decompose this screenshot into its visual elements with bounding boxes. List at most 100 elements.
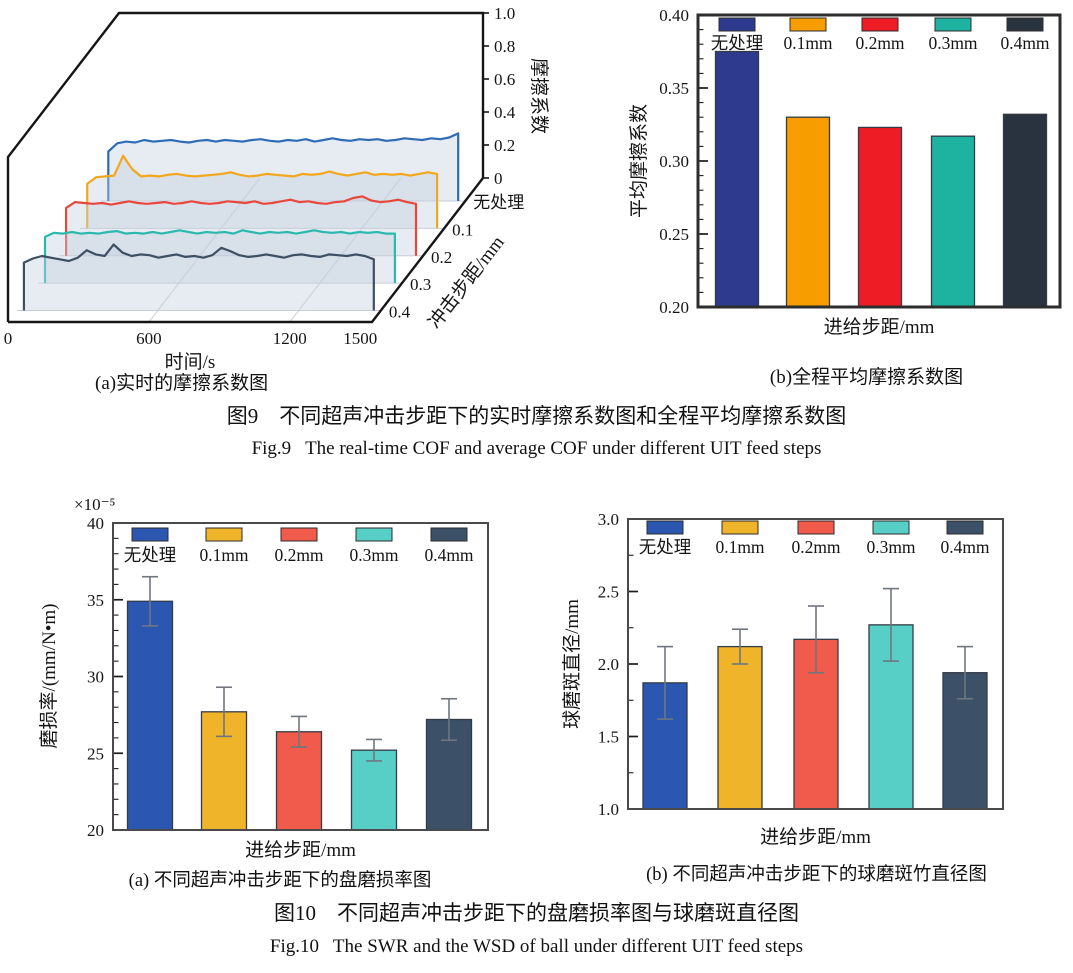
axes-box-outline <box>6 11 485 324</box>
series-line-无处理 <box>107 132 460 202</box>
y-tick-label: 0.40 <box>659 6 689 25</box>
wear-scar-diameter-bar-panel: 1.0 1.5 2.0 2.5 3.0 无处理 0.1mm 0.2mm 0.3mm 0.4mm 球磨… <box>560 490 1073 868</box>
realtime-cof-waterfall-panel: 无处理 0.1 0.2 0.3 0.4 0 0.2 0.4 0.6 0.8 1.0 0 600 1200 1… <box>0 0 660 400</box>
bar-无处理 <box>714 50 760 308</box>
y-tick-label: 35 <box>87 591 104 610</box>
y-tick-label: 0.35 <box>659 79 689 98</box>
depth-axis-title: 冲击步距/mm <box>424 232 509 333</box>
axis-scale-label: ×10⁻⁵ <box>74 495 116 514</box>
wear-rate-bar-panel: 20 25 30 35 40 无处理 0.1mm 0.2mm 0.3mm 0.4mm 磨损率/(mm… <box>30 490 530 868</box>
x-axis-title: 进给步距/mm <box>245 839 356 861</box>
legend-chip-0.4mm <box>1006 17 1044 32</box>
depth-tick-label: 0.3 <box>410 275 431 294</box>
bar-0.3mm <box>930 135 976 308</box>
panel-a-fig10-caption: (a) 不同超声冲击步距下的盘磨损率图 <box>128 871 432 891</box>
legend-label: 0.4mm <box>424 545 473 565</box>
legend-chip-无处理 <box>718 17 756 32</box>
legend-chip-0.1mm <box>721 520 759 535</box>
z-tick-label: 0.6 <box>494 70 515 89</box>
average-cof-bar-panel: 0.20 0.25 0.30 0.35 0.40 无处理 0.1mm 0.2mm 0.3mm 0.… <box>628 0 1073 355</box>
z-tick-label: 0.2 <box>494 136 515 155</box>
y-tick-label: 40 <box>87 514 104 533</box>
series-line-0.1 <box>86 154 439 229</box>
x-tick-label: 600 <box>136 329 162 348</box>
z-tick-label: 1.0 <box>494 4 515 23</box>
y-axis-title: 平均摩擦系数 <box>628 104 650 218</box>
legend-label: 0.2mm <box>274 545 323 565</box>
x-tick-label: 1500 <box>343 329 377 348</box>
y-tick-label: 2.0 <box>598 655 619 674</box>
y-tick-label: 25 <box>87 744 104 763</box>
legend-chip-0.3mm <box>355 527 393 542</box>
y-tick-label: 0.30 <box>659 152 689 171</box>
legend-label: 0.1mm <box>199 545 248 565</box>
fig10-caption-english: Fig.10 The SWR and the WSD of ball under… <box>269 936 804 957</box>
series-fill-0.1 <box>87 155 438 229</box>
legend-label: 0.3mm <box>349 545 398 565</box>
z-tick-label: 0.4 <box>494 103 516 122</box>
bar-0.4mm <box>1002 113 1048 308</box>
legend-label: 无处理 <box>711 33 764 53</box>
series-fill-0.3 <box>45 230 395 284</box>
x-axis-title: 时间/s <box>165 351 216 373</box>
z-tick-label: 0.8 <box>494 37 515 56</box>
legend-label: 0.4mm <box>1000 33 1049 53</box>
bar-0.2mm <box>857 126 903 308</box>
x-axis-title: 进给步距/mm <box>824 316 935 338</box>
legend-label: 无处理 <box>124 545 177 565</box>
fig9-caption-english: Fig.9 The real-time COF and average COF … <box>251 438 822 459</box>
legend-label: 0.3mm <box>928 33 977 53</box>
legend-label: 0.2mm <box>791 537 840 557</box>
z-axis-title: 摩擦系数 <box>528 58 550 134</box>
wear-scar-diameter-bar-chart: 1.0 1.5 2.0 2.5 3.0 无处理 0.1mm 0.2mm 0.3mm 0.4mm 球磨… <box>561 510 1004 848</box>
legend-chip-0.2mm <box>280 527 318 542</box>
legend-label: 0.3mm <box>866 537 915 557</box>
x-tick-label: 1200 <box>273 329 307 348</box>
y-tick-label: 1.0 <box>598 800 619 819</box>
plot-frame <box>112 522 489 831</box>
fig9-caption-chinese: 图9 不同超声冲击步距下的实时摩擦系数图和全程平均摩擦系数图 <box>226 404 847 428</box>
legend-chip-0.3mm <box>872 520 910 535</box>
legend-chip-0.1mm <box>789 17 827 32</box>
series-fill-无处理 <box>108 133 459 202</box>
bar-0.2mm <box>275 731 323 831</box>
y-tick-label: 0.25 <box>659 225 689 244</box>
series-fill-0.2 <box>66 196 417 256</box>
fig10-caption-chinese: 图10 不同超声冲击步距下的盘磨损率图与球磨斑直径图 <box>274 901 799 925</box>
y-tick-label: 2.5 <box>598 583 619 602</box>
legend-chip-0.1mm <box>205 527 243 542</box>
z-tick-label: 0 <box>494 169 503 188</box>
depth-tick-label: 0.2 <box>431 248 452 267</box>
legend-chip-0.2mm <box>861 17 899 32</box>
plot-frame <box>627 518 1004 810</box>
depth-tick-label: 0.1 <box>452 220 473 239</box>
y-tick-label: 30 <box>87 668 104 687</box>
legend-chip-0.4mm <box>946 520 984 535</box>
bar-0.1mm <box>717 645 763 810</box>
panel-b-fig10-caption: (b) 不同超声冲击步距下的球磨斑竹直径图 <box>646 865 987 885</box>
average-cof-bar-chart: 0.20 0.25 0.30 0.35 0.40 无处理 0.1mm 0.2mm 0.3mm 0.… <box>628 6 1062 338</box>
depth-tick-label: 无处理 <box>473 193 524 212</box>
depth-tick-label: 0.4 <box>389 302 411 321</box>
y-tick-label: 1.5 <box>598 728 619 747</box>
bar-0.3mm <box>350 749 398 831</box>
bar-0.1mm <box>785 116 831 308</box>
panel-a-fig9-caption: (a)实时的摩擦系数图 <box>95 373 269 394</box>
series-line-0.4 <box>22 243 375 311</box>
panel-b-fig9-caption: (b)全程平均摩擦系数图 <box>769 367 964 388</box>
legend-chip-无处理 <box>646 520 684 535</box>
wear-rate-bar-chart: 20 25 30 35 40 无处理 0.1mm 0.2mm 0.3mm 0.4mm 磨损率/(mm… <box>38 495 489 861</box>
legend-label: 无处理 <box>639 537 692 557</box>
bar-无处理 <box>126 600 174 831</box>
y-tick-label: 3.0 <box>598 510 619 529</box>
legend-label: 0.4mm <box>940 537 989 557</box>
legend-label: 0.1mm <box>783 33 832 53</box>
legend-chip-0.3mm <box>934 17 972 32</box>
series-fill-0.4 <box>23 244 374 311</box>
legend-chip-0.2mm <box>797 520 835 535</box>
x-axis-title: 进给步距/mm <box>760 826 871 848</box>
legend-label: 0.1mm <box>715 537 764 557</box>
series-line-0.2 <box>64 195 418 256</box>
